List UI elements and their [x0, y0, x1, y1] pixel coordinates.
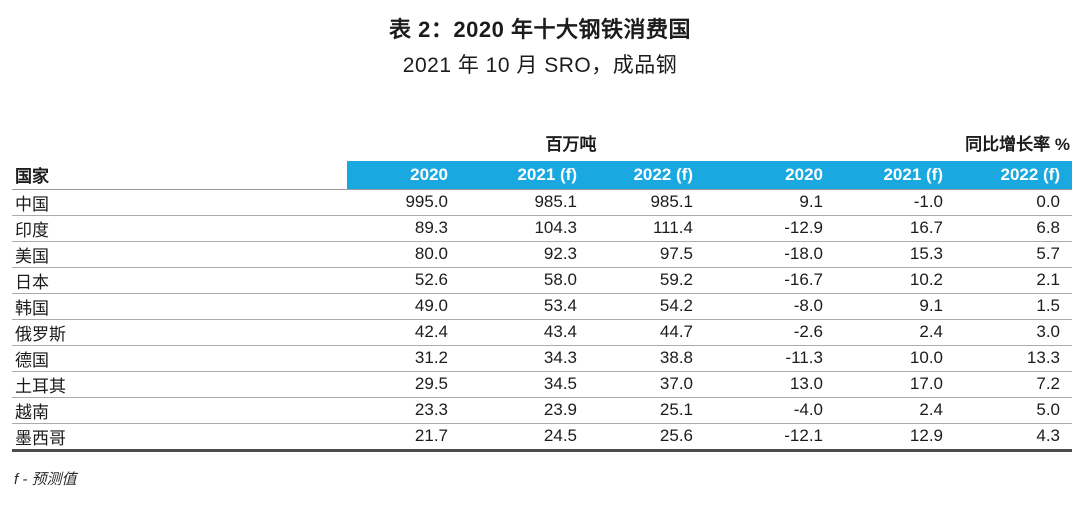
value-cell: -11.3	[785, 348, 824, 367]
country-cell: 韩国	[15, 298, 49, 318]
value-cell: 985.1	[650, 192, 693, 211]
value-cell: 1.5	[1036, 296, 1061, 315]
year-header-2022f-tonnage: 2022 (f)	[589, 161, 705, 189]
value-cell: 89.3	[414, 218, 448, 237]
year-header-2022f-growth: 2022 (f)	[955, 161, 1073, 189]
steel-consumption-table: 百万吨 同比增长率 % 国家 2020 2021 (f) 2022 (f) 20…	[12, 130, 1073, 452]
value-cell: 111.4	[652, 218, 693, 237]
report-page: 表 2：2020 年十大钢铁消费国 2021 年 10 月 SRO，成品钢 百万…	[12, 17, 1073, 488]
tonnage-unit-label: 百万吨	[347, 130, 705, 161]
value-cell: -18.0	[784, 244, 823, 263]
country-cell: 土耳其	[15, 376, 66, 396]
table-row: 越南 23.3 23.9 25.1 -4.0 2.4 5.0	[12, 397, 1073, 423]
spacer-cell	[12, 130, 347, 161]
table-row: 俄罗斯 42.4 43.4 44.7 -2.6 2.4 3.0	[12, 319, 1073, 345]
country-cell: 日本	[15, 272, 49, 292]
value-cell: 42.4	[414, 322, 448, 341]
value-cell: -4.0	[793, 400, 823, 419]
table-row: 韩国 49.0 53.4 54.2 -8.0 9.1 1.5	[12, 293, 1073, 319]
country-column-header: 国家	[12, 161, 347, 189]
year-header-2021f-growth: 2021 (f)	[835, 161, 955, 189]
value-cell: 37.0	[659, 374, 693, 393]
value-cell: 59.2	[659, 270, 693, 289]
value-cell: 38.8	[659, 348, 693, 367]
value-cell: 24.5	[543, 426, 577, 445]
forecast-footnote: f - 预测值	[14, 470, 77, 488]
value-cell: 16.7	[909, 218, 943, 237]
value-cell: 985.1	[534, 192, 577, 211]
value-cell: 12.9	[909, 426, 943, 445]
value-cell: 31.2	[414, 348, 448, 367]
value-cell: 9.1	[799, 192, 823, 211]
value-cell: 97.5	[659, 244, 693, 263]
value-cell: 2.4	[919, 322, 943, 341]
value-cell: 34.5	[543, 374, 577, 393]
value-cell: 995.0	[405, 192, 448, 211]
value-cell: 10.2	[909, 270, 943, 289]
value-cell: 6.8	[1036, 218, 1061, 237]
value-cell: -12.9	[784, 218, 823, 237]
country-cell: 中国	[15, 194, 49, 214]
table-row: 德国 31.2 34.3 38.8 -11.3 10.0 13.3	[12, 345, 1073, 371]
table-body: 中国 995.0 985.1 985.1 9.1 -1.0 0.0 印度 89.3 104.3 11…	[12, 189, 1073, 450]
value-cell: 44.7	[659, 322, 693, 341]
value-cell: 2.4	[919, 400, 943, 419]
table-row: 土耳其 29.5 34.5 37.0 13.0 17.0 7.2	[12, 371, 1073, 397]
value-cell: 7.2	[1036, 374, 1061, 393]
year-header-row: 国家 2020 2021 (f) 2022 (f) 2020 2021 (f) …	[12, 161, 1073, 189]
table-subtitle: 2021 年 10 月 SRO，成品钢	[402, 54, 678, 77]
value-cell: 29.5	[414, 374, 448, 393]
country-cell: 印度	[15, 220, 49, 240]
table-row: 印度 89.3 104.3 111.4 -12.9 16.7 6.8	[12, 215, 1073, 241]
value-cell: 104.3	[534, 218, 577, 237]
country-cell: 美国	[15, 246, 49, 266]
value-cell: 0.0	[1036, 192, 1061, 211]
value-cell: 5.7	[1036, 244, 1061, 263]
table-title: 表 2：2020 年十大钢铁消费国	[389, 17, 691, 42]
value-cell: 34.3	[543, 348, 577, 367]
country-cell: 德国	[15, 350, 49, 370]
value-cell: -12.1	[784, 426, 823, 445]
value-cell: 9.1	[919, 296, 943, 315]
value-cell: 5.0	[1036, 400, 1061, 419]
value-cell: 23.9	[543, 400, 577, 419]
value-cell: 49.0	[414, 296, 448, 315]
value-cell: 23.3	[414, 400, 448, 419]
growth-unit-label: 同比增长率 %	[705, 130, 1073, 161]
value-cell: 25.1	[659, 400, 693, 419]
year-header-2020-growth: 2020	[705, 161, 835, 189]
value-cell: 13.3	[1026, 348, 1061, 367]
value-cell: 53.4	[543, 296, 577, 315]
value-cell: 10.0	[909, 348, 943, 367]
year-header-2020-tonnage: 2020	[347, 161, 460, 189]
value-cell: 17.0	[909, 374, 943, 393]
value-cell: -16.7	[784, 270, 823, 289]
value-cell: 21.7	[414, 426, 448, 445]
year-header-2021f-tonnage: 2021 (f)	[460, 161, 589, 189]
value-cell: -1.0	[913, 192, 943, 211]
value-cell: 2.1	[1036, 270, 1061, 289]
value-cell: 13.0	[789, 374, 823, 393]
value-cell: 4.3	[1036, 426, 1061, 445]
value-cell: 52.6	[414, 270, 448, 289]
value-cell: 43.4	[543, 322, 577, 341]
country-cell: 墨西哥	[15, 428, 66, 448]
value-cell: -2.6	[793, 322, 823, 341]
value-cell: -8.0	[793, 296, 823, 315]
table-row: 美国 80.0 92.3 97.5 -18.0 15.3 5.7	[12, 241, 1073, 267]
country-cell: 俄罗斯	[15, 324, 66, 344]
value-cell: 15.3	[909, 244, 943, 263]
table-row: 墨西哥 21.7 24.5 25.6 -12.1 12.9 4.3	[12, 423, 1073, 450]
value-cell: 58.0	[543, 270, 577, 289]
table-row: 中国 995.0 985.1 985.1 9.1 -1.0 0.0	[12, 189, 1073, 215]
value-cell: 80.0	[414, 244, 448, 263]
unit-header-row: 百万吨 同比增长率 %	[12, 130, 1073, 161]
value-cell: 3.0	[1036, 322, 1061, 341]
value-cell: 54.2	[659, 296, 693, 315]
value-cell: 25.6	[659, 426, 693, 445]
country-cell: 越南	[15, 402, 49, 422]
value-cell: 92.3	[543, 244, 577, 263]
table-row: 日本 52.6 58.0 59.2 -16.7 10.2 2.1	[12, 267, 1073, 293]
